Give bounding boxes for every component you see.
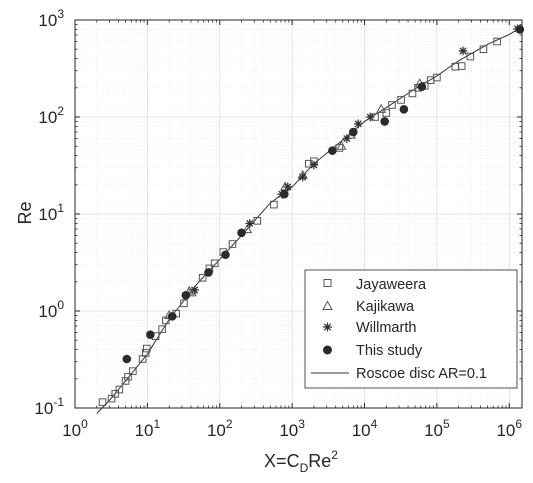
- y-tick-label: 103: [38, 7, 64, 30]
- data-point-circle: [167, 312, 177, 321]
- data-point-asterisk: [365, 112, 375, 122]
- data-point-circle: [237, 228, 246, 238]
- x-axis-label: X=CDRe2: [264, 448, 338, 475]
- legend-label: Jayaweera: [356, 277, 427, 293]
- data-point-circle: [399, 105, 409, 114]
- data-points-layer: [98, 24, 525, 406]
- data-point-asterisk: [342, 134, 352, 143]
- legend-entry-roscoe: Roscoe disc AR=0.1: [311, 366, 487, 382]
- data-point-circle: [380, 117, 389, 126]
- data-point-triangle: [376, 103, 387, 113]
- data-point-square: [141, 349, 150, 357]
- legend-entry-this-study: This study: [323, 343, 423, 359]
- data-point-circle: [328, 146, 337, 155]
- legend-circle-marker: [323, 345, 332, 355]
- data-point-square: [121, 377, 130, 385]
- data-point-square: [98, 398, 107, 406]
- y-tick-labels: 10-1 100 101 102 103: [34, 7, 64, 418]
- data-point-square: [382, 109, 391, 117]
- axis-ticks: [74, 19, 522, 409]
- data-point-square: [457, 62, 466, 70]
- data-point-square: [433, 73, 441, 82]
- data-point-square: [180, 299, 188, 308]
- y-tick-label: 102: [38, 104, 64, 127]
- y-tick-label: 100: [38, 298, 64, 321]
- data-point-square: [493, 37, 501, 46]
- x-tick-labels: 100 101 102 103 104 105 106: [62, 417, 522, 440]
- data-point-asterisk: [245, 219, 255, 228]
- data-point-triangle: [242, 224, 253, 234]
- data-point-circle: [122, 354, 132, 364]
- data-point-circle: [348, 127, 358, 137]
- legend-entry-jayaweera: Jayaweera: [323, 277, 427, 293]
- legend-label: Kajikawa: [356, 299, 415, 315]
- legend: Jayaweera Kajikawa Willmarth This study …: [304, 269, 518, 389]
- data-point-circle: [221, 250, 230, 260]
- data-point-circle: [146, 330, 155, 339]
- data-point-square: [188, 288, 197, 297]
- legend-box: [304, 269, 518, 389]
- y-tick-label: 101: [38, 201, 64, 224]
- data-point-square: [124, 372, 132, 381]
- legend-label: Roscoe disc AR=0.1: [356, 366, 487, 382]
- data-point-square: [228, 240, 237, 248]
- x-tick-label: 103: [279, 417, 305, 440]
- data-point-square: [253, 217, 262, 225]
- data-point-triangle: [336, 140, 347, 150]
- series-this-study: [122, 25, 525, 364]
- data-point-square: [111, 390, 120, 398]
- data-point-square: [115, 385, 124, 394]
- data-point-square: [397, 96, 405, 104]
- data-point-square: [129, 367, 137, 375]
- data-point-square: [270, 200, 278, 209]
- data-point-square: [142, 344, 151, 353]
- data-point-circle: [181, 291, 191, 300]
- data-point-circle: [280, 189, 289, 199]
- data-point-circle: [204, 268, 213, 277]
- x-tick-label: 100: [62, 417, 88, 440]
- y-axis-label: Re: [15, 201, 35, 224]
- x-tick-label: 101: [135, 417, 161, 440]
- data-point-square: [210, 259, 219, 268]
- data-point-circle: [417, 82, 427, 92]
- data-point-square: [388, 101, 396, 109]
- legend-asterisk-marker: [323, 322, 332, 332]
- data-point-asterisk: [283, 182, 293, 192]
- legend-entry-kajikawa: Kajikawa: [322, 299, 415, 315]
- data-point-square: [198, 273, 207, 282]
- legend-entry-willmarth: Willmarth: [323, 320, 416, 336]
- data-point-asterisk: [298, 172, 308, 182]
- legend-triangle-marker: [322, 300, 333, 310]
- data-point-asterisk: [190, 285, 199, 295]
- data-point-asterisk: [458, 46, 468, 56]
- x-tick-label: 105: [424, 417, 450, 440]
- x-tick-label: 102: [207, 417, 233, 440]
- x-tick-label: 106: [496, 417, 522, 440]
- data-point-square: [479, 45, 488, 53]
- legend-label: This study: [356, 343, 423, 359]
- legend-label: Willmarth: [356, 320, 416, 336]
- data-point-square: [466, 52, 475, 61]
- data-point-asterisk: [309, 160, 319, 170]
- data-point-square: [408, 89, 417, 98]
- data-point-square: [158, 325, 166, 333]
- y-tick-label: 10-1: [34, 395, 64, 418]
- legend-square-marker: [323, 279, 332, 287]
- x-tick-label: 104: [352, 417, 378, 440]
- data-point-asterisk: [353, 119, 363, 129]
